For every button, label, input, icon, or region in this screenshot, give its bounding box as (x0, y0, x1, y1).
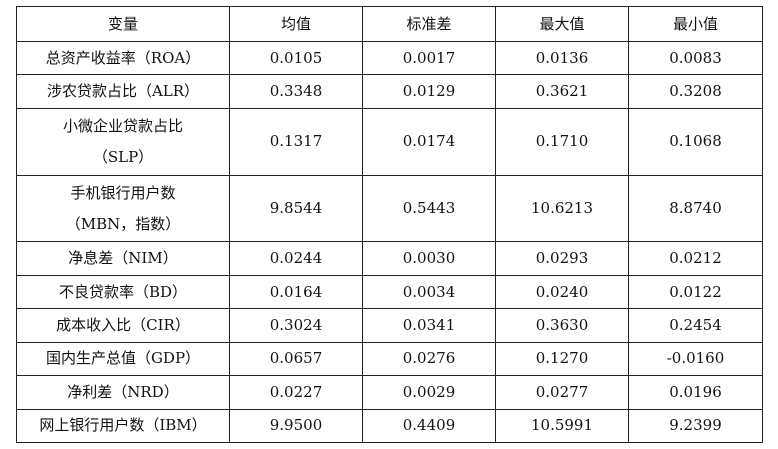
table-row: 国内生产总值（GDP） 0.0657 0.0276 0.1270 -0.0160 (16, 341, 763, 377)
max-value: 0.0277 (495, 375, 629, 410)
min-value: 0.1068 (628, 107, 763, 176)
mean-value: 0.0244 (229, 241, 363, 276)
std-value: 0.0017 (362, 40, 496, 76)
max-value: 0.3621 (495, 74, 629, 109)
max-value: 0.0136 (495, 40, 629, 76)
header-std: 标准差 (362, 6, 496, 42)
header-min: 最小值 (628, 6, 763, 42)
max-value: 10.5991 (495, 408, 629, 443)
mean-value: 0.0105 (229, 40, 363, 76)
table-edge-mark (762, 374, 763, 396)
mean-value: 0.3024 (229, 308, 363, 343)
table-row: 涉农贷款占比（ALR） 0.3348 0.0129 0.3621 0.3208 (16, 74, 763, 109)
std-value: 0.4409 (362, 408, 496, 443)
variable-label-line: 不良贷款率（BD） (58, 282, 188, 301)
min-value: 8.8740 (628, 174, 763, 243)
table-row: 成本收入比（CIR） 0.3024 0.0341 0.3630 0.2454 (16, 308, 763, 343)
variable-label: 净利差（NRD） (16, 375, 230, 410)
header-row: 变量 均值 标准差 最大值 最小值 (16, 6, 763, 42)
min-value: 0.0083 (628, 40, 763, 76)
min-value: 0.3208 (628, 74, 763, 109)
variable-label: 净息差（NIM） (16, 241, 230, 276)
std-value: 0.0034 (362, 274, 496, 310)
table-row: 净利差（NRD） 0.0227 0.0029 0.0277 0.0196 (16, 375, 763, 410)
std-value: 0.0174 (362, 107, 496, 176)
std-value: 0.0029 (362, 375, 496, 410)
variable-label-line: （SLP） (92, 147, 154, 166)
std-value: 0.0276 (362, 341, 496, 377)
variable-label-line: 涉农贷款占比（ALR） (46, 82, 200, 101)
max-value: 0.1270 (495, 341, 629, 377)
std-value: 0.5443 (362, 174, 496, 243)
std-value: 0.0341 (362, 308, 496, 343)
min-value: 9.2399 (628, 408, 763, 443)
variable-label-line: 净息差（NIM） (68, 249, 178, 268)
table-row: 手机银行用户数 （MBN，指数） 9.8544 0.5443 10.6213 8.8740 (16, 174, 763, 243)
variable-label: 涉农贷款占比（ALR） (16, 74, 230, 109)
variable-label: 国内生产总值（GDP） (16, 341, 230, 377)
header-max: 最大值 (495, 6, 629, 42)
max-value: 0.0293 (495, 241, 629, 276)
table-row: 净息差（NIM） 0.0244 0.0030 0.0293 0.0212 (16, 241, 763, 276)
header-mean: 均值 (229, 6, 363, 42)
max-value: 0.0240 (495, 274, 629, 310)
table-row: 总资产收益率（ROA） 0.0105 0.0017 0.0136 0.0083 (16, 40, 763, 76)
table-row: 不良贷款率（BD） 0.0164 0.0034 0.0240 0.0122 (16, 274, 763, 310)
mean-value: 0.0657 (229, 341, 363, 377)
variable-label: 小微企业贷款占比 （SLP） (16, 107, 230, 176)
std-value: 0.0129 (362, 74, 496, 109)
variable-label-line: 小微企业贷款占比 (62, 116, 183, 135)
mean-value: 9.8544 (229, 174, 363, 243)
min-value: 0.2454 (628, 308, 763, 343)
table-row: 网上银行用户数（IBM） 9.9500 0.4409 10.5991 9.2399 (16, 408, 763, 443)
std-value: 0.0030 (362, 241, 496, 276)
table-body: 总资产收益率（ROA） 0.0105 0.0017 0.0136 0.0083 涉农贷款占… (16, 40, 763, 443)
min-value: 0.0122 (628, 274, 763, 310)
mean-value: 0.0164 (229, 274, 363, 310)
mean-value: 0.1317 (229, 107, 363, 176)
variable-label-line: 净利差（NRD） (67, 382, 179, 401)
mean-value: 9.9500 (229, 408, 363, 443)
variable-label: 总资产收益率（ROA） (16, 40, 230, 76)
min-value: 0.0196 (628, 375, 763, 410)
variable-label-line: （MBN，指数） (65, 214, 181, 233)
variable-label-line: 总资产收益率（ROA） (45, 48, 201, 67)
variable-label-line: 网上银行用户数（IBM） (39, 416, 207, 435)
min-value: 0.0212 (628, 241, 763, 276)
max-value: 10.6213 (495, 174, 629, 243)
max-value: 0.3630 (495, 308, 629, 343)
variable-label: 网上银行用户数（IBM） (16, 408, 230, 443)
max-value: 0.1710 (495, 107, 629, 176)
statistics-table: 变量 均值 标准差 最大值 最小值 总资产收益率（ROA） 0.0105 0.001… (16, 6, 763, 443)
mean-value: 0.3348 (229, 74, 363, 109)
variable-label: 不良贷款率（BD） (16, 274, 230, 310)
variable-label-line: 成本收入比（CIR） (56, 315, 190, 334)
variable-label-line: 国内生产总值（GDP） (45, 349, 201, 368)
mean-value: 0.0227 (229, 375, 363, 410)
variable-label: 成本收入比（CIR） (16, 308, 230, 343)
min-value: -0.0160 (628, 341, 763, 377)
table-row: 小微企业贷款占比 （SLP） 0.1317 0.0174 0.1710 0.1068 (16, 107, 763, 176)
variable-label-line: 手机银行用户数 (70, 183, 176, 202)
header-variable: 变量 (16, 6, 230, 42)
variable-label: 手机银行用户数 （MBN，指数） (16, 174, 230, 243)
